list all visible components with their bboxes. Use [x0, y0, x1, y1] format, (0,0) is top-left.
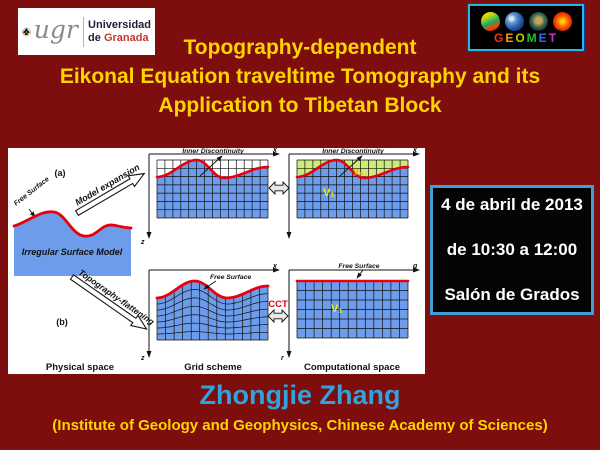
topography-flattening-label: Topography-flattening: [77, 267, 157, 327]
earth-globe-icon: [504, 11, 524, 31]
axis-q-label: q: [413, 263, 418, 270]
tomography-figure: (a) (b) Free Surface Irregular Surface M…: [8, 148, 425, 374]
geomet-wordmark: GEOMET: [493, 30, 559, 45]
speaker-name: Zhongjie Zhang: [199, 380, 401, 410]
figure-canvas: (a) (b) Free Surface Irregular Surface M…: [12, 148, 420, 373]
v0-label: V₀: [353, 167, 363, 177]
free-surface-label-mid: Free Surface: [210, 274, 251, 281]
topography-flattening-arrow: Topography-flattening: [69, 267, 157, 330]
speaker-affiliation: (Institute of Geology and Geophysics, Ch…: [52, 417, 548, 434]
event-time: de 10:30 a 12:00: [446, 240, 578, 259]
thermal-globe-icon: [552, 11, 572, 31]
event-venue: Salón de Grados: [444, 285, 580, 304]
terrain-globe-icon: [528, 11, 548, 31]
axis-x-label-bottom: x: [272, 263, 278, 270]
ugr-acronym: ugr: [33, 15, 78, 44]
axis-r-label: r: [281, 355, 285, 362]
event-info-box: 4 de abril de 2013 de 10:30 a 12:00 Saló…: [430, 185, 594, 315]
ocean-data-globe-icon: [480, 11, 500, 31]
ugr-logo: ugr Universidad de Granada: [18, 8, 155, 55]
geomet-globes: [480, 11, 572, 31]
title-line-3: Application to Tibetan Block: [158, 94, 442, 117]
free-surface-curve-left: [12, 210, 133, 238]
axis-x-label-right: x: [412, 148, 418, 154]
cct-label: CCT: [268, 299, 288, 310]
axis-z-label-bottom: z: [140, 355, 145, 362]
free-surface-label-right: Free Surface: [338, 263, 379, 270]
axis-z-label-top: z: [140, 239, 145, 246]
caption-grid-scheme: Grid scheme: [184, 362, 242, 373]
caption-physical-space: Physical space: [46, 362, 114, 373]
panel-a-label: (a): [55, 168, 66, 178]
model-expansion-arrow: Model expansion: [73, 162, 146, 217]
geomet-logo: GEOMET: [468, 4, 584, 51]
irregular-model-shape: [14, 211, 131, 276]
free-surface-label-left: Free Surface: [13, 176, 51, 208]
inner-discontinuity-label-mid: Inner Discontinuity: [182, 148, 245, 155]
axis-x-label-mid: x: [272, 148, 278, 154]
ugr-granada: Granada: [103, 31, 149, 44]
ugr-crest-icon: [22, 27, 31, 36]
title-line-1: Topography-dependent: [183, 36, 417, 59]
ugr-name-line2: de Granada: [88, 31, 149, 44]
v1-label-top: V₁: [323, 187, 335, 199]
event-date: 4 de abril de 2013: [441, 195, 583, 214]
ugr-name-line1: Universidad: [88, 18, 151, 31]
irregular-surface-model-label: Irregular Surface Model: [22, 247, 123, 257]
ugr-name: Universidad de Granada: [88, 19, 151, 44]
caption-computational-space: Computational space: [304, 362, 400, 373]
slide-title: Topography-dependent Eikonal Equation tr…: [30, 33, 570, 120]
inner-discontinuity-label-right: Inner Discontinuity: [322, 148, 385, 155]
title-line-2: Eikonal Equation traveltime Tomography a…: [59, 65, 541, 88]
panel-b-label: (b): [56, 317, 68, 327]
v1-label-bottom: V₁: [331, 303, 343, 315]
